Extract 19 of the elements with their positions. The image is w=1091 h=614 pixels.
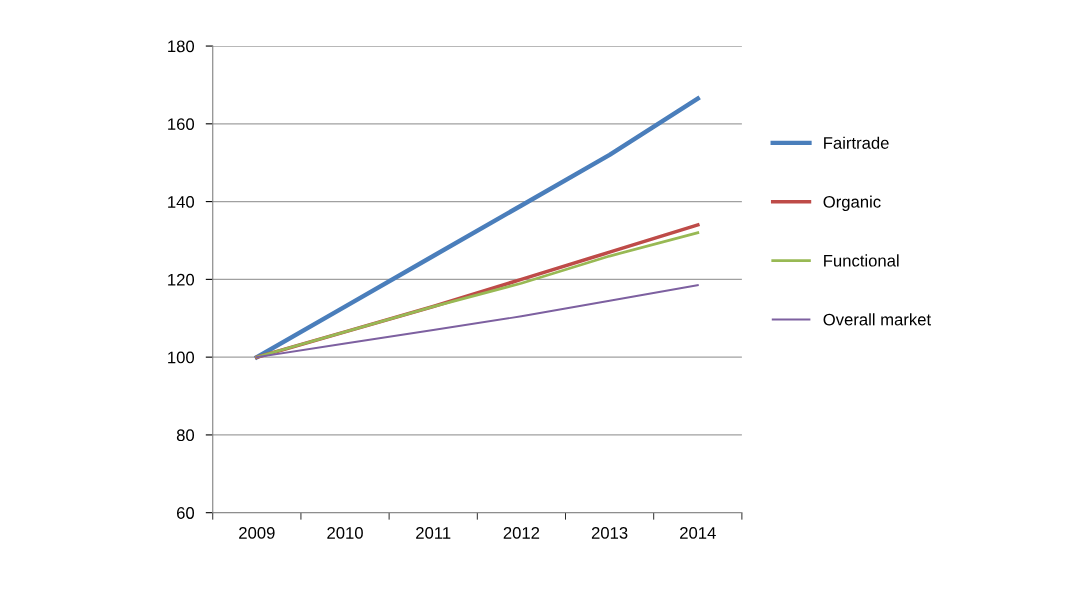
x-tick-label: 2009 <box>239 527 275 539</box>
y-tick-label: 80 <box>176 429 195 442</box>
legend-label: Functional <box>824 254 899 267</box>
y-tick-label: 100 <box>168 351 195 364</box>
y-tick-label: 60 <box>177 507 195 519</box>
legend-label: Fairtrade <box>824 136 889 149</box>
x-tick-label: 2010 <box>327 527 363 539</box>
y-tick-label: 160 <box>168 118 195 131</box>
x-tick-label: 2012 <box>503 527 540 539</box>
line-series <box>254 96 701 360</box>
legend-label: Organic <box>823 195 881 212</box>
legend-label: Overall market <box>823 313 931 326</box>
x-tick-label: 2013 <box>591 527 628 539</box>
y-tick-label: 180 <box>168 40 195 53</box>
x-tick-label: 2011 <box>416 527 451 539</box>
y-tick-label: 120 <box>168 273 195 286</box>
y-tick-label: 140 <box>168 196 195 208</box>
line-series <box>255 284 699 359</box>
x-tick-label: 2014 <box>680 527 716 539</box>
